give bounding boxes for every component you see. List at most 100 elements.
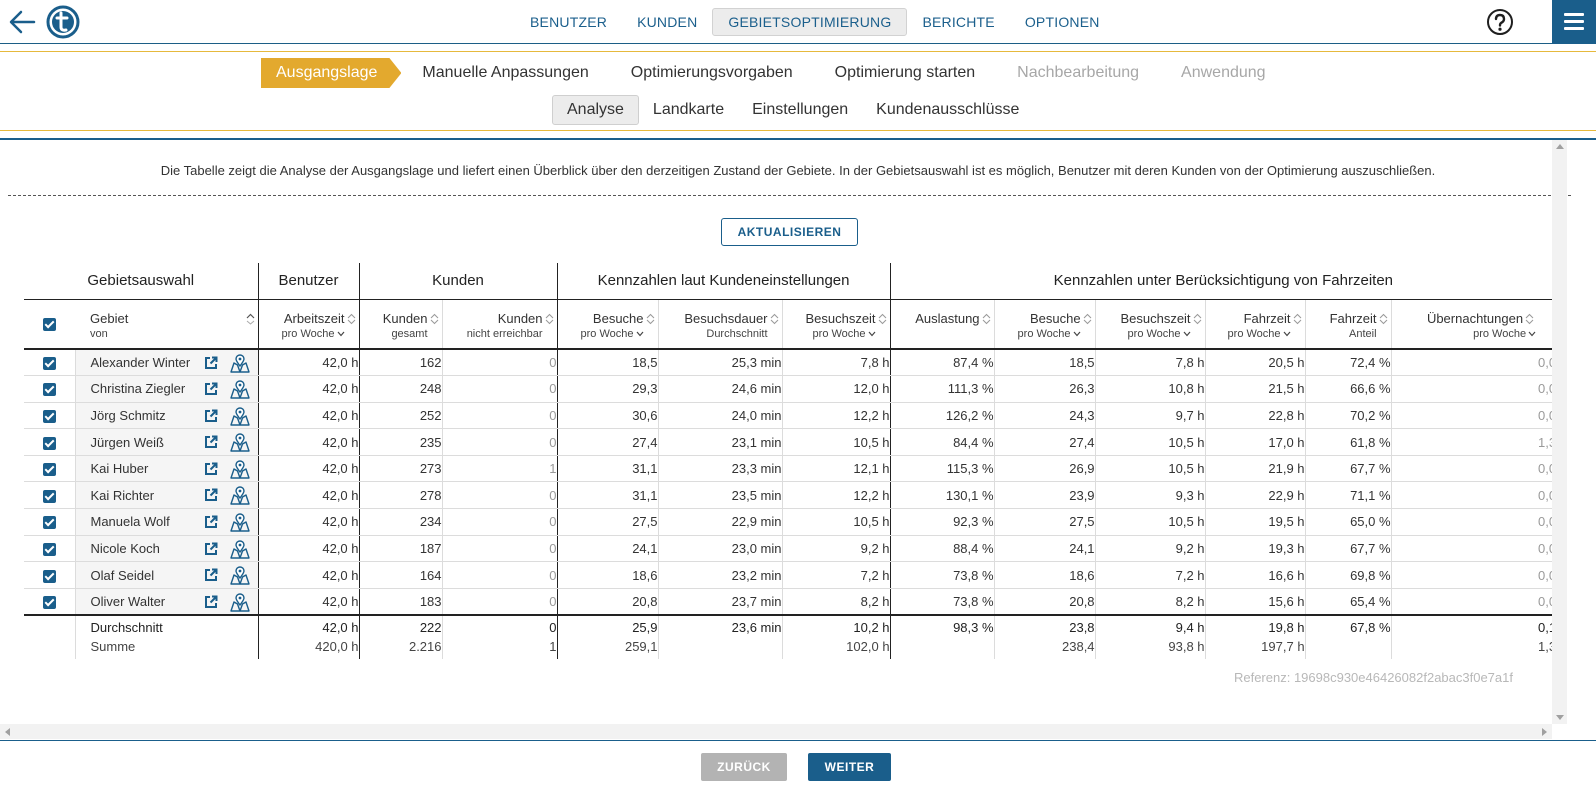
sort-icon[interactable] (347, 313, 356, 325)
row-checkbox[interactable] (24, 508, 75, 536)
map-icon[interactable] (229, 486, 251, 506)
chevron-down-icon[interactable] (1183, 331, 1191, 337)
vertical-scrollbar[interactable] (1552, 140, 1567, 724)
chevron-down-icon[interactable] (1073, 331, 1081, 337)
map-icon[interactable] (229, 539, 251, 559)
col-header-besuche-fahrt[interactable]: Besuche pro Woche (993, 299, 1096, 350)
scroll-up-icon[interactable] (1556, 144, 1564, 149)
nav-item-berichte[interactable]: BERICHTE (922, 14, 995, 30)
wizard-step-1[interactable]: Manuelle Anpassungen (422, 64, 589, 81)
sort-icon[interactable] (770, 313, 779, 325)
chevron-down-icon[interactable] (636, 331, 644, 337)
checkbox-checked-icon[interactable] (43, 318, 56, 332)
map-icon[interactable] (229, 593, 251, 612)
select-all-checkbox[interactable] (24, 299, 75, 350)
tab-einstellungen[interactable]: Einstellungen (752, 101, 849, 118)
checkbox-checked-icon[interactable] (42, 436, 56, 450)
question-circle-icon[interactable] (1486, 8, 1514, 36)
external-link-icon[interactable] (204, 542, 218, 556)
horizontal-scrollbar[interactable] (0, 724, 1552, 739)
hamburger-menu-icon[interactable] (1552, 0, 1596, 44)
row-checkbox[interactable] (24, 535, 75, 563)
sort-icon[interactable] (646, 313, 655, 325)
sort-icon[interactable] (1193, 313, 1202, 325)
scroll-right-icon[interactable] (1542, 728, 1547, 736)
checkbox-checked-icon[interactable] (42, 569, 56, 583)
map-icon[interactable] (229, 354, 251, 373)
row-checkbox[interactable] (24, 481, 75, 510)
col-header-arbeitszeit[interactable]: Arbeitszeit pro Woche (257, 299, 360, 350)
sort-icon[interactable] (1525, 313, 1534, 325)
col-header-besuchszeit[interactable]: Besuchszeit pro Woche (781, 299, 891, 350)
scroll-down-icon[interactable] (1556, 715, 1564, 720)
tab-landkarte[interactable]: Landkarte (652, 101, 725, 118)
external-link-icon[interactable] (204, 435, 218, 449)
col-header-besuche[interactable]: Besuche pro Woche (556, 299, 659, 350)
external-link-icon[interactable] (204, 595, 218, 609)
map-icon[interactable] (229, 407, 251, 426)
external-link-icon[interactable] (204, 382, 218, 396)
external-link-icon[interactable] (204, 515, 218, 529)
col-header-kunden-nicht-erreichbar[interactable]: Kunden nicht erreichbar (441, 299, 558, 350)
col-header-gebiet[interactable]: Gebiet von (75, 299, 259, 350)
tab-analyse[interactable]: Analyse (552, 95, 639, 125)
wizard-step-0[interactable]: Ausgangslage (261, 58, 401, 88)
map-icon[interactable] (229, 380, 251, 399)
external-link-icon[interactable] (204, 488, 218, 502)
back-button[interactable]: ZURÜCK (701, 753, 787, 781)
sort-icon[interactable] (1293, 313, 1302, 325)
row-checkbox[interactable] (24, 588, 75, 616)
sort-icon[interactable] (545, 313, 554, 325)
nav-item-kunden[interactable]: KUNDEN (637, 14, 698, 30)
sort-icon[interactable] (982, 313, 991, 325)
map-icon[interactable] (229, 566, 251, 585)
tab-kundenausschlüsse[interactable]: Kundenausschlüsse (876, 101, 1020, 118)
refresh-button[interactable]: AKTUALISIEREN (721, 218, 858, 246)
sort-icon[interactable] (430, 313, 439, 325)
sort-icon[interactable] (1083, 313, 1092, 325)
map-icon[interactable] (229, 460, 251, 479)
col-header-besuchsdauer[interactable]: Besuchsdauer Durchschnitt (657, 299, 783, 350)
nav-item-gebietsoptimierung[interactable]: GEBIETSOPTIMIERUNG (712, 8, 908, 36)
sort-asc-icon[interactable] (246, 313, 255, 325)
col-header-fahrzeit[interactable]: Fahrzeit pro Woche (1204, 299, 1306, 350)
checkbox-checked-icon[interactable] (42, 357, 56, 371)
map-icon[interactable] (229, 513, 251, 532)
chevron-down-icon[interactable] (337, 331, 345, 337)
col-header-fahrzeit-anteil[interactable]: Fahrzeit Anteil (1304, 299, 1392, 350)
sort-icon[interactable] (1379, 313, 1388, 325)
row-checkbox[interactable] (24, 349, 75, 377)
external-link-icon[interactable] (204, 409, 218, 423)
checkbox-checked-icon[interactable] (42, 463, 56, 477)
chevron-down-icon[interactable] (1283, 331, 1291, 337)
nav-item-benutzer[interactable]: BENUTZER (530, 14, 608, 30)
wizard-step-2[interactable]: Optimierungsvorgaben (630, 64, 793, 81)
checkbox-checked-icon[interactable] (42, 489, 56, 503)
row-checkbox[interactable] (24, 455, 75, 483)
checkbox-checked-icon[interactable] (42, 383, 56, 397)
scroll-left-icon[interactable] (5, 728, 10, 736)
nav-item-optionen[interactable]: OPTIONEN (1024, 14, 1100, 30)
t-logo-icon[interactable] (46, 5, 80, 39)
checkbox-checked-icon[interactable] (42, 410, 56, 424)
row-checkbox[interactable] (24, 428, 75, 456)
col-header-kunden-gesamt[interactable]: Kunden gesamt (358, 299, 443, 350)
checkbox-checked-icon[interactable] (42, 516, 56, 530)
row-checkbox[interactable] (24, 402, 75, 430)
external-link-icon[interactable] (204, 462, 218, 476)
sort-icon[interactable] (878, 313, 887, 325)
external-link-icon[interactable] (204, 568, 218, 582)
checkbox-checked-icon[interactable] (42, 542, 56, 556)
row-checkbox[interactable] (24, 375, 75, 403)
row-checkbox[interactable] (24, 561, 75, 589)
next-button[interactable]: WEITER (808, 753, 891, 781)
wizard-step-3[interactable]: Optimierung starten (834, 64, 976, 81)
arrow-left-icon[interactable] (8, 9, 36, 35)
checkbox-checked-icon[interactable] (42, 595, 56, 609)
chevron-down-icon[interactable] (868, 331, 876, 337)
col-header-auslastung[interactable]: Auslastung (889, 299, 995, 350)
col-header-besuchszeit-fahrt[interactable]: Besuchszeit pro Woche (1094, 299, 1206, 350)
col-header-uebernachtungen[interactable]: Übernachtungen pro Woche (1390, 299, 1557, 350)
external-link-icon[interactable] (204, 356, 218, 370)
map-icon[interactable] (229, 433, 251, 452)
